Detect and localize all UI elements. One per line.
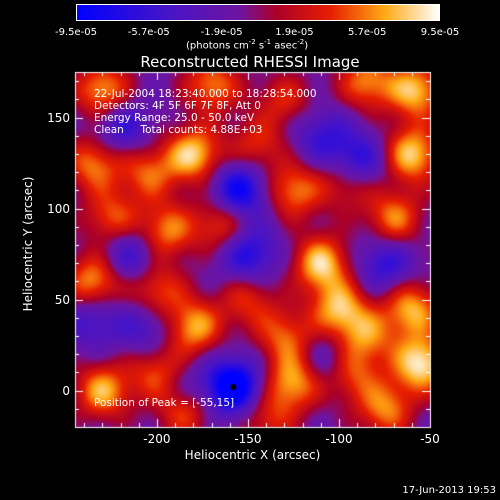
- x-tick-label: -50: [420, 432, 440, 446]
- colorbar-tick: 1.9e-05: [275, 27, 314, 38]
- peak-position-label: Position of Peak = [-55,15]: [94, 397, 235, 409]
- colorbar-tick: -5.7e-05: [127, 27, 170, 38]
- x-tick-label: -200: [143, 432, 171, 446]
- chart-title: Reconstructed RHESSI Image: [140, 53, 360, 71]
- annotation-time-range: 22-Jul-2004 18:23:40.000 to 18:28:54.000: [94, 88, 317, 100]
- colorbar-tick: 9.5e-05: [420, 27, 460, 38]
- y-tick-label: 50: [54, 292, 70, 307]
- colorbar-units: (photons cm-2 s-1 asec-2): [186, 38, 309, 52]
- colorbar-tick: 5.7e-05: [347, 27, 387, 38]
- annotation-clean-counts: Clean Total counts: 4.88E+03: [94, 124, 263, 136]
- x-axis-label: Heliocentric X (arcsec): [184, 448, 321, 462]
- y-tick-label: 150: [47, 110, 70, 125]
- colorbar-tick: -9.5e-05: [55, 27, 97, 38]
- annotation-detectors: Detectors: 4F 5F 6F 7F 8F, Att 0: [94, 100, 261, 112]
- y-tick-label: 100: [47, 201, 70, 216]
- colorbar-tick: -1.9e-05: [200, 27, 243, 38]
- annotation-energy-range: Energy Range: 25.0 - 50.0 keV: [94, 112, 255, 124]
- footer-timestamp: 17-Jun-2013 19:53: [402, 485, 496, 496]
- x-tick-label: -150: [234, 432, 262, 446]
- y-tick-label: 0: [62, 383, 70, 398]
- colorbar: [76, 4, 440, 21]
- y-axis-label: Heliocentric Y (arcsec): [21, 176, 35, 312]
- x-tick-label: -100: [325, 432, 353, 446]
